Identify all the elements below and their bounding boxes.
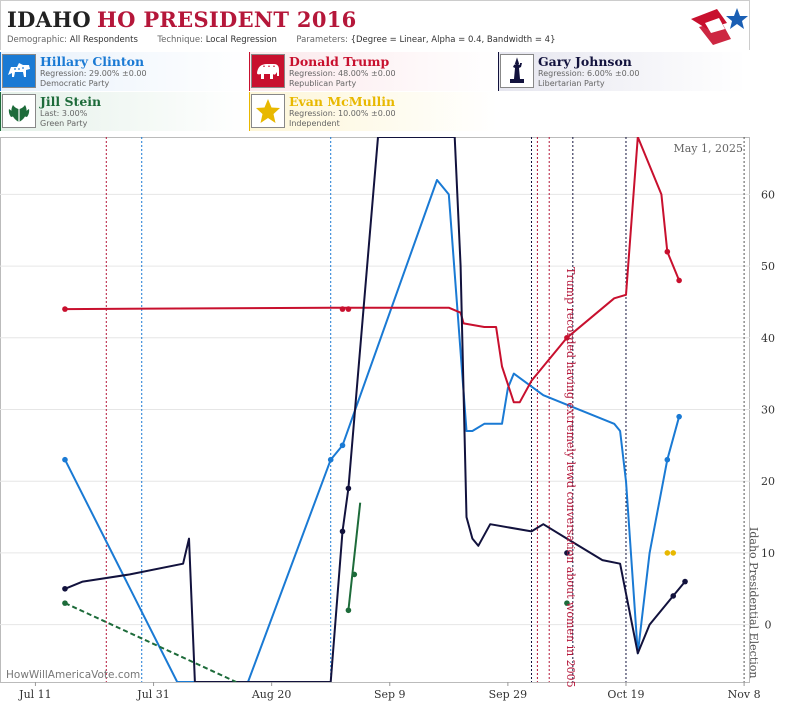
candidate-name: Evan McMullin xyxy=(289,94,396,109)
candidate-card-jill-stein[interactable]: Jill Stein Last: 3.00% Green Party xyxy=(0,92,248,131)
site-logo xyxy=(691,8,748,45)
data-point xyxy=(62,456,68,463)
series-line-hillary-clinton xyxy=(64,179,681,682)
y-tick-label: 0 xyxy=(765,619,772,632)
leaf-icon xyxy=(2,94,36,128)
candidate-stat: Regression: 6.00% ±0.00 xyxy=(538,69,640,78)
series-line-jill-stein xyxy=(347,502,362,611)
candidate-stat: Regression: 10.00% ±0.00 xyxy=(289,109,396,118)
x-tick-label: Jul 31 xyxy=(136,688,170,701)
x-tick-label: Aug 20 xyxy=(251,688,292,701)
chart-parameters: Demographic: All Respondents Technique: … xyxy=(7,35,555,45)
candidate-name: Gary Johnson xyxy=(538,54,632,69)
candidate-party: Independent xyxy=(289,119,340,128)
race-name: HO PRESIDENT 2016 xyxy=(96,7,357,32)
data-point xyxy=(345,607,352,614)
data-point xyxy=(670,550,677,556)
data-point xyxy=(676,277,682,284)
y-tick-label: 30 xyxy=(761,404,775,417)
candidate-party: Libertarian Party xyxy=(538,79,605,88)
series-line-donald-trump xyxy=(64,137,681,404)
candidate-stat: Last: 3.00% xyxy=(40,109,88,118)
data-point xyxy=(682,578,688,585)
data-point xyxy=(664,248,671,255)
parameters-value: {Degree = Linear, Alpha = 0.4, Bandwidth… xyxy=(350,35,556,45)
candidate-stat: Regression: 29.00% ±0.00 xyxy=(40,69,147,78)
candidate-stat: Regression: 48.00% ±0.00 xyxy=(289,69,396,78)
data-point xyxy=(339,306,346,312)
candidate-name: Donald Trump xyxy=(289,54,390,69)
chart-area: 0 10 20 30 40 50 60 Jul 11 Jul 31 Aug 20 Sep 9 Sep … xyxy=(0,137,775,701)
data-point xyxy=(339,442,346,449)
event-annotation: Trump recorded having extremely lewd con… xyxy=(564,267,577,688)
data-point xyxy=(345,485,352,492)
y-tick-label: 60 xyxy=(761,188,775,201)
data-point xyxy=(351,571,358,578)
x-tick-label: Nov 8 xyxy=(728,688,761,701)
candidate-card-evan-mcmullin[interactable]: Evan McMullin Regression: 10.00% ±0.00 Ind… xyxy=(249,92,497,131)
data-point xyxy=(564,550,570,556)
y-tick-label: 50 xyxy=(761,260,775,273)
data-point xyxy=(664,550,671,556)
data-point xyxy=(327,456,334,463)
y-tick-label: 40 xyxy=(761,332,775,345)
x-tick-label: Sep 9 xyxy=(374,688,406,701)
data-point xyxy=(676,413,682,420)
demographic-label: Demographic: xyxy=(7,35,68,45)
star-icon xyxy=(251,94,285,128)
candidate-name: Jill Stein xyxy=(40,94,102,109)
state-name: IDAHO xyxy=(7,7,91,32)
technique-value: Local Regression xyxy=(205,35,277,45)
parameters-label: Parameters: xyxy=(296,35,348,45)
candidate-card-donald-trump[interactable]: Donald Trump Regression: 48.00% ±0.00 Repu… xyxy=(249,52,497,91)
x-tick-label: Oct 19 xyxy=(607,688,644,701)
date-stamp: May 1, 2025 xyxy=(673,142,743,155)
liberty-icon xyxy=(500,54,534,88)
donkey-icon xyxy=(2,54,36,88)
data-point xyxy=(62,306,68,312)
candidate-party: Democratic Party xyxy=(40,79,110,88)
x-tick-label: Sep 29 xyxy=(489,688,528,701)
x-tick-label: Jul 11 xyxy=(18,688,52,701)
candidate-party: Republican Party xyxy=(289,79,357,88)
data-point xyxy=(670,593,677,599)
demographic-value: All Respondents xyxy=(69,35,138,45)
data-point xyxy=(62,585,68,592)
y-tick-label: 10 xyxy=(761,547,775,560)
candidate-name: Hillary Clinton xyxy=(40,54,145,69)
election-annotation: Idaho Presidential Election xyxy=(747,527,760,679)
data-point xyxy=(345,306,352,312)
watermark: HowWillAmericaVote.com xyxy=(6,669,141,681)
y-tick-label: 20 xyxy=(761,475,775,488)
technique-label: Technique: xyxy=(157,35,204,45)
data-point xyxy=(564,334,570,341)
series-line-gary-johnson xyxy=(64,137,686,682)
chart-header: IDAHO HO PRESIDENT 2016 Demographic: All … xyxy=(0,0,750,50)
data-point xyxy=(664,456,671,463)
page-title: IDAHO HO PRESIDENT 2016 xyxy=(7,7,357,32)
elephant-icon xyxy=(251,54,285,88)
data-point xyxy=(339,528,346,535)
candidate-card-gary-johnson[interactable]: Gary Johnson Regression: 6.00% ±0.00 Liber… xyxy=(498,52,746,91)
candidate-card-hillary-clinton[interactable]: Hillary Clinton Regression: 29.00% ±0.00 D… xyxy=(0,52,248,91)
data-point xyxy=(564,600,570,606)
candidate-party: Green Party xyxy=(40,119,88,128)
